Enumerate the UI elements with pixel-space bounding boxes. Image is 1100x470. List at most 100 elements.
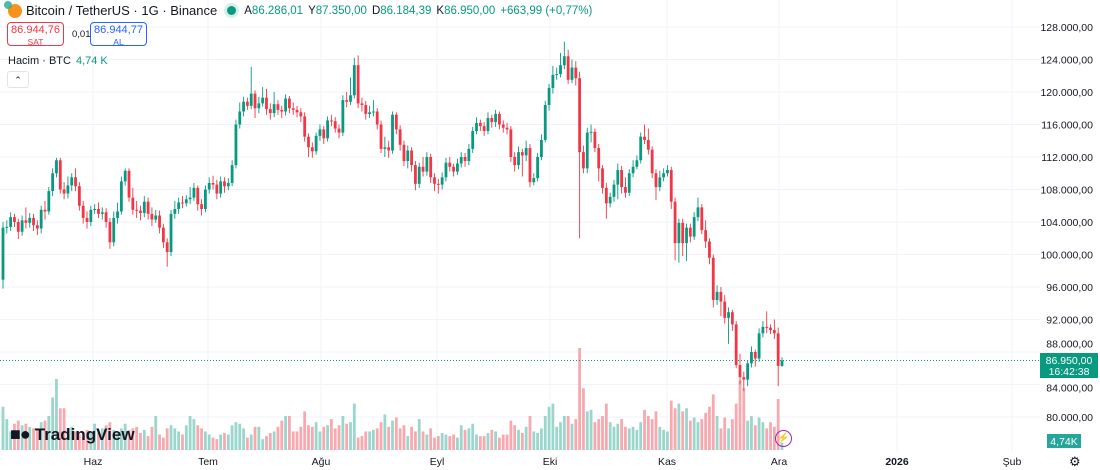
candle-body	[360, 103, 364, 105]
candle-body	[666, 170, 669, 174]
symbol-title[interactable]: Bitcoin / TetherUS · 1G · Binance	[26, 3, 218, 18]
bitcoin-icon	[4, 0, 22, 18]
volume-bar	[639, 422, 643, 450]
candle-body	[604, 187, 608, 204]
candle-body	[116, 211, 119, 218]
symbol-header: Bitcoin / TetherUS · 1G · Binance A86.28…	[4, 0, 597, 18]
candle-body	[139, 210, 142, 214]
candle-body	[165, 242, 169, 253]
volume-bar	[551, 403, 555, 450]
candle-body	[494, 113, 498, 123]
candle-body	[593, 131, 597, 149]
price-axis[interactable]: 128.000,00 124.000,00 120.000,00 116.000,00…	[1040, 22, 1093, 424]
candle-body	[368, 112, 371, 114]
sell-button[interactable]: 86.944,76 SAT	[7, 22, 64, 47]
tradingview-logo[interactable]: ■● TradingView	[10, 424, 135, 445]
volume-bar	[417, 419, 421, 450]
candle-body	[307, 136, 310, 148]
gear-icon[interactable]: ⚙	[1069, 454, 1081, 469]
candle-body	[173, 209, 177, 214]
volume-legend[interactable]: Hacim · BTC 4,74 K	[8, 55, 108, 67]
candle-body	[475, 122, 478, 131]
candle-body	[276, 104, 280, 110]
low-value: 86.184,39	[380, 4, 432, 17]
candle-body	[517, 152, 520, 166]
volume-bar	[211, 437, 215, 450]
collapse-legend-button[interactable]: ⌃	[7, 71, 29, 88]
volume-bar	[165, 428, 169, 450]
volume-bar	[322, 426, 326, 450]
volume-bar	[333, 428, 337, 450]
price-tick-label: 124.000,00	[1040, 55, 1093, 67]
time-axis[interactable]: Haz Tem Ağu Eyl Eki Kas Ara 2026 Şub	[84, 456, 1022, 468]
candle-body	[708, 241, 711, 258]
volume-bar	[772, 426, 776, 450]
candle-body	[627, 173, 631, 193]
candle-body	[314, 135, 318, 152]
volume-bar	[47, 416, 51, 450]
lightning-icon[interactable]: ⚡	[775, 430, 792, 447]
volume-bar	[574, 419, 578, 450]
volume-bar	[555, 426, 559, 450]
candle-body	[646, 139, 650, 150]
candle-body	[32, 217, 35, 226]
volume-bar	[394, 417, 398, 450]
volume-bar	[123, 423, 127, 450]
candle-body	[555, 74, 559, 76]
candle-body	[746, 363, 750, 380]
candle-body	[161, 227, 165, 243]
candle-body	[62, 189, 66, 194]
candle-body	[184, 199, 188, 204]
candle-body	[242, 101, 245, 112]
volume-bar	[750, 416, 753, 450]
volume-bar	[543, 416, 547, 450]
candle-body	[93, 209, 97, 210]
price-tick-label: 92.000,00	[1046, 315, 1093, 327]
volume-bar	[379, 422, 383, 450]
volume-bar	[517, 429, 520, 450]
volume-bar	[268, 433, 272, 450]
candle-body	[66, 185, 70, 194]
candle-body	[77, 186, 81, 206]
volume-bar	[624, 426, 627, 450]
volume-bar	[604, 403, 608, 450]
candle-body	[536, 157, 540, 179]
price-change: +663,99 (+0,77%)	[500, 4, 593, 17]
candle-body	[146, 201, 150, 214]
candle-body	[459, 157, 463, 164]
candle-body	[219, 181, 223, 194]
ohlc-close: K86.950,00	[436, 5, 495, 17]
price-tick-label: 120.000,00	[1040, 87, 1093, 99]
time-tick-label: Haz	[84, 456, 103, 468]
candle-body	[410, 150, 413, 166]
candle-body	[43, 209, 47, 212]
volume-bar	[318, 431, 322, 450]
volume-bar	[524, 426, 528, 450]
buy-button[interactable]: 86.944,77 AL	[90, 22, 147, 47]
ohlc-low: D86.184,39	[372, 5, 431, 17]
volume-bar	[62, 408, 66, 450]
time-tick-label: Eki	[543, 456, 558, 468]
volume-bar	[219, 434, 223, 450]
candle-body	[112, 217, 116, 243]
candle-body	[104, 212, 108, 222]
volume-bar	[161, 437, 165, 450]
candle-body	[154, 215, 158, 220]
volume-bar	[593, 422, 597, 450]
candle-body	[444, 162, 448, 178]
candle-body	[345, 100, 349, 102]
market-status-icon[interactable]	[227, 6, 237, 15]
volume-bar	[547, 406, 551, 450]
bar-countdown: 16:42:38	[1049, 366, 1090, 378]
candle-body	[181, 202, 184, 204]
volume-bar	[692, 417, 696, 450]
tradingview-mark-icon: ■●	[10, 424, 31, 444]
candle-body	[639, 136, 643, 161]
candle-body	[234, 124, 238, 166]
candle-body	[406, 150, 410, 162]
volume-bar	[116, 431, 119, 450]
volume-bar	[127, 429, 131, 450]
volume-bar	[226, 434, 230, 450]
candle-body	[375, 111, 379, 125]
